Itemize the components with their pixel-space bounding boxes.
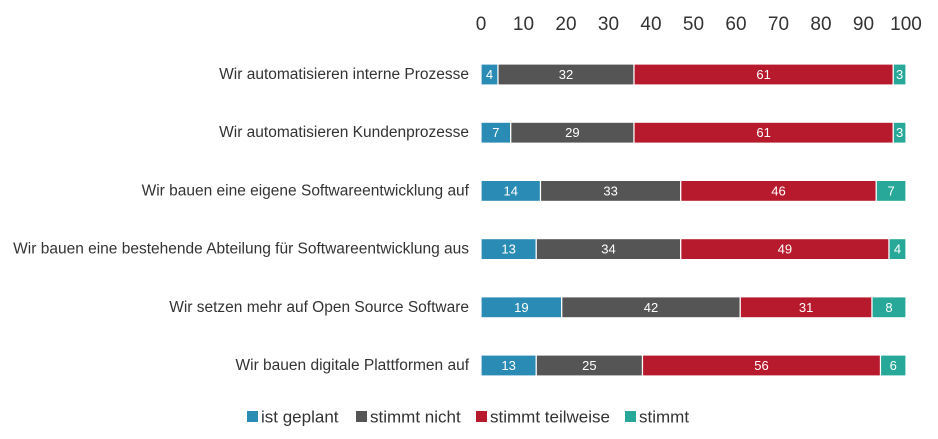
legend-swatch: [625, 411, 636, 422]
legend-label: ist geplant: [261, 408, 339, 427]
x-tick-label: 60: [725, 14, 746, 35]
bar-value-label: 7: [492, 125, 499, 140]
x-tick-label: 40: [640, 14, 661, 35]
category-label: Wir automatisieren Kundenprozesse: [219, 124, 469, 141]
bar-value-label: 32: [559, 67, 573, 82]
legend-label: stimmt: [639, 408, 689, 427]
bar-value-label: 34: [601, 242, 615, 257]
category-label: Wir bauen eine eigene Softwareentwicklun…: [142, 182, 470, 199]
bar-value-label: 13: [501, 358, 515, 373]
x-tick-label: 30: [598, 14, 619, 35]
bar-value-label: 25: [582, 358, 596, 373]
category-label: Wir bauen eine bestehende Abteilung für …: [13, 241, 469, 258]
category-labels: Wir automatisieren interne Prozesse Wir a…: [13, 66, 470, 374]
bar-value-label: 33: [603, 183, 617, 198]
bar-value-label: 3: [896, 67, 903, 82]
bar-value-label: 56: [754, 358, 768, 373]
bar-value-label: 8: [885, 300, 892, 315]
bar-value-label: 49: [778, 242, 792, 257]
bar-segment: [879, 354, 907, 377]
legend-swatch: [247, 411, 258, 422]
category-label: Wir automatisieren interne Prozesse: [219, 66, 469, 83]
x-tick-label: 100: [890, 14, 922, 35]
x-axis-ticks: 0 10 20 30 40 50 60 70 80 90 100: [476, 14, 922, 35]
bar-value-label: 6: [890, 358, 897, 373]
bar-segment: [888, 238, 907, 261]
bar-value-label: 4: [894, 242, 901, 257]
category-label: Wir bauen digitale Plattformen auf: [236, 357, 470, 374]
bar-value-label: 3: [896, 125, 903, 140]
bar-segment: [875, 179, 907, 202]
bar-value-label: 61: [756, 125, 770, 140]
bar-value-label: 14: [504, 183, 518, 198]
bar-segment: [871, 296, 907, 319]
x-tick-label: 80: [810, 14, 831, 35]
x-tick-label: 50: [683, 14, 704, 35]
x-tick-label: 10: [513, 14, 534, 35]
legend: ist geplant stimmt nicht stimmt teilweise s…: [247, 408, 689, 427]
x-tick-label: 70: [768, 14, 789, 35]
bar-value-label: 42: [644, 300, 658, 315]
x-tick-label: 90: [853, 14, 874, 35]
bar-segment: [892, 121, 907, 144]
bar-value-label: 46: [771, 183, 785, 198]
bar-value-label: 19: [514, 300, 528, 315]
category-label: Wir setzen mehr auf Open Source Software: [169, 299, 469, 316]
bar-value-label: 4: [486, 67, 493, 82]
bars: 4 32 61 3 7 29 61 3 14 33 46 7 13 34 49 4 19 42 31 8 13 25 56 6: [480, 63, 907, 377]
legend-swatch: [356, 411, 367, 422]
x-tick-label: 0: [476, 14, 487, 35]
bar-value-label: 29: [565, 125, 579, 140]
legend-label: stimmt teilweise: [490, 408, 610, 427]
x-tick-label: 20: [555, 14, 576, 35]
legend-swatch: [476, 411, 487, 422]
bar-segment: [892, 63, 907, 86]
bar-value-label: 31: [799, 300, 813, 315]
bar-value-label: 13: [501, 242, 515, 257]
bar-value-label: 7: [888, 183, 895, 198]
bar-value-label: 61: [756, 67, 770, 82]
legend-label: stimmt nicht: [370, 408, 461, 427]
